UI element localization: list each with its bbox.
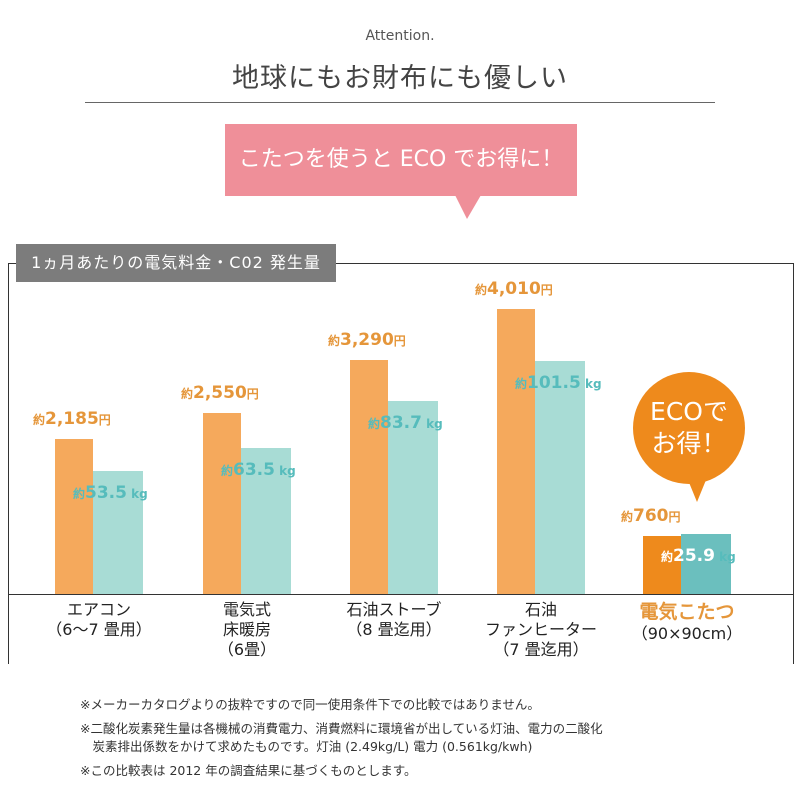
cost-label: 約2,550円 [181,382,259,403]
co2-label: 約25.9 kg [661,546,736,567]
divider [85,102,715,103]
co2-bar [93,470,143,594]
cost-bar [643,536,681,594]
category-label: エアコン （6〜7 畳用） [29,600,169,640]
speech-bubble-tail [455,195,481,219]
attention-label: Attention. [365,28,435,44]
category-label-line: （8 畳迄用） [346,620,442,639]
category-label-line: 電気こたつ [639,601,735,623]
cost-label: 約3,290円 [328,330,406,351]
category-label-line: （90×90cm） [631,624,743,643]
chart-title: 1ヵ月あたりの電気料金・C02 発生量 [16,244,336,282]
co2-label: 約83.7 kg [368,413,443,434]
chart-frame [8,263,794,664]
cost-bar [55,438,93,594]
page-title: 地球にもお財布にも優しい [232,63,568,94]
cost-bar [497,309,535,594]
category-label: 電気こたつ （90×90cm） [617,600,757,644]
co2-bar [388,401,438,594]
category-label-line: 床暖房 [222,620,271,639]
footnote-2: ※二酸化炭素発生量は各機械の消費電力、消費燃料に環境省が出している灯油、電力の二… [80,721,603,736]
eco-badge-line1: ECOで [650,397,728,426]
category-label-line: （6畳） [217,640,277,659]
eco-badge-tail [688,480,706,502]
category-label: 石油 ファンヒーター （7 畳迄用） [471,600,611,660]
cost-bar [203,412,241,594]
cost-label: 約2,185円 [33,408,111,429]
cost-label: 約4,010円 [475,279,553,300]
co2-label: 約63.5 kg [221,459,296,480]
category-label-line: 石油ストーブ [346,600,442,619]
eco-badge-line2: お得！ [651,429,727,458]
category-label-line: 電気式 [222,600,271,619]
eco-speech-bubble: こたつを使うと ECO でお得に！ [225,124,577,196]
category-label-line: 石油 [524,600,557,619]
co2-bar [241,447,291,594]
co2-label: 約53.5 kg [73,482,148,503]
co2-label: 約101.5 kg [515,372,602,393]
eco-badge: ECOで お得！ [633,372,745,484]
footnote-2-cont: 炭素排出係数をかけて求めたものです。灯油 (2.49kg/L) 電力 (0.56… [80,739,533,754]
category-label: 電気式 床暖房 （6畳） [177,600,317,660]
category-label-line: ファンヒーター [484,620,597,639]
footnote-3: ※この比較表は 2012 年の調査結果に基づくものとします。 [80,763,417,778]
category-label-line: （7 畳迄用） [493,640,589,659]
chart-baseline [8,594,794,595]
co2-bar [681,534,731,594]
category-label: 石油ストーブ （8 畳迄用） [324,600,464,640]
cost-bar [350,360,388,594]
category-label-line: エアコン [66,600,131,619]
footnote-1: ※メーカーカタログよりの抜粋ですので同一使用条件下での比較ではありません。 [80,697,540,712]
cost-label: 約760円 [621,506,681,526]
category-label-line: （6〜7 畳用） [46,620,152,639]
co2-bar [535,360,585,594]
